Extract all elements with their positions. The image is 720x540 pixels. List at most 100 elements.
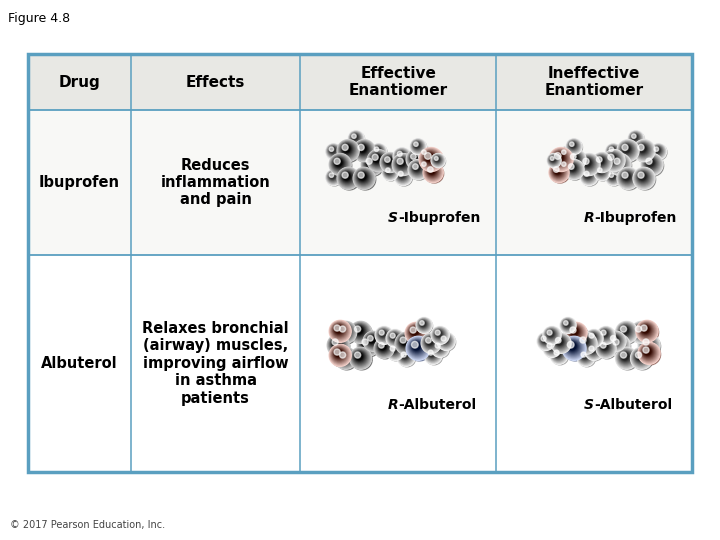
Circle shape [635, 141, 656, 162]
Circle shape [634, 351, 647, 363]
Circle shape [434, 342, 444, 352]
Circle shape [337, 349, 354, 366]
Circle shape [600, 329, 611, 340]
Circle shape [394, 155, 415, 176]
Circle shape [633, 324, 649, 339]
Circle shape [608, 333, 624, 349]
Circle shape [611, 338, 625, 350]
Circle shape [422, 162, 426, 166]
Circle shape [432, 154, 444, 166]
Circle shape [330, 321, 351, 341]
Circle shape [562, 150, 566, 154]
Circle shape [358, 144, 368, 154]
Circle shape [408, 325, 423, 340]
Circle shape [368, 150, 388, 171]
Circle shape [610, 336, 627, 353]
Circle shape [639, 145, 647, 153]
Circle shape [413, 141, 421, 149]
Circle shape [579, 350, 593, 364]
Circle shape [580, 168, 598, 185]
Circle shape [596, 157, 602, 163]
Circle shape [597, 167, 606, 176]
Circle shape [408, 325, 423, 340]
Circle shape [359, 145, 367, 154]
Circle shape [364, 157, 379, 171]
Circle shape [411, 341, 418, 348]
Circle shape [331, 346, 348, 363]
Circle shape [422, 162, 428, 168]
Circle shape [570, 153, 581, 165]
Circle shape [577, 334, 595, 352]
Circle shape [387, 330, 403, 346]
Circle shape [370, 152, 384, 167]
Circle shape [413, 141, 422, 151]
Circle shape [338, 141, 357, 159]
Circle shape [380, 331, 385, 336]
Circle shape [635, 141, 652, 158]
Circle shape [385, 168, 393, 176]
Circle shape [606, 332, 626, 350]
Circle shape [618, 324, 633, 339]
Circle shape [421, 333, 441, 353]
Circle shape [600, 330, 609, 339]
Circle shape [330, 155, 352, 176]
Circle shape [590, 334, 595, 340]
Circle shape [619, 325, 632, 338]
Circle shape [635, 326, 642, 332]
Circle shape [616, 322, 636, 342]
Circle shape [652, 145, 667, 160]
Circle shape [423, 151, 438, 166]
Circle shape [585, 342, 603, 360]
Circle shape [605, 151, 626, 172]
Circle shape [374, 339, 393, 357]
Circle shape [639, 343, 659, 363]
Text: -Ibuprofen: -Ibuprofen [398, 211, 480, 225]
Circle shape [326, 144, 341, 158]
Circle shape [327, 171, 342, 186]
Circle shape [328, 335, 348, 355]
Circle shape [366, 158, 376, 168]
Circle shape [610, 336, 631, 357]
Circle shape [414, 142, 420, 149]
Circle shape [638, 144, 644, 151]
Circle shape [623, 145, 631, 153]
Circle shape [402, 353, 408, 359]
Circle shape [338, 350, 351, 364]
Circle shape [642, 326, 649, 334]
Circle shape [587, 344, 600, 357]
Circle shape [419, 159, 433, 173]
Circle shape [351, 133, 360, 142]
Circle shape [395, 332, 417, 354]
Circle shape [641, 325, 647, 331]
Circle shape [336, 323, 357, 344]
Circle shape [584, 159, 590, 166]
Circle shape [563, 320, 572, 329]
Circle shape [633, 323, 649, 340]
Circle shape [433, 342, 446, 353]
Circle shape [354, 140, 375, 161]
Circle shape [579, 154, 599, 175]
Circle shape [336, 348, 355, 368]
Circle shape [364, 332, 382, 350]
Circle shape [580, 351, 590, 362]
Circle shape [550, 157, 554, 160]
Circle shape [376, 327, 392, 343]
Circle shape [400, 337, 406, 343]
Circle shape [384, 157, 390, 163]
Circle shape [423, 335, 438, 350]
Circle shape [549, 156, 557, 164]
Circle shape [604, 151, 624, 170]
Circle shape [387, 343, 405, 361]
Circle shape [546, 330, 555, 339]
Circle shape [388, 344, 402, 357]
Circle shape [367, 335, 377, 345]
Circle shape [600, 342, 606, 348]
Circle shape [377, 327, 391, 342]
Circle shape [618, 323, 634, 340]
Circle shape [594, 155, 608, 169]
Circle shape [601, 343, 608, 349]
Circle shape [353, 135, 357, 139]
Circle shape [362, 339, 372, 348]
Circle shape [354, 350, 366, 364]
Circle shape [387, 343, 402, 359]
